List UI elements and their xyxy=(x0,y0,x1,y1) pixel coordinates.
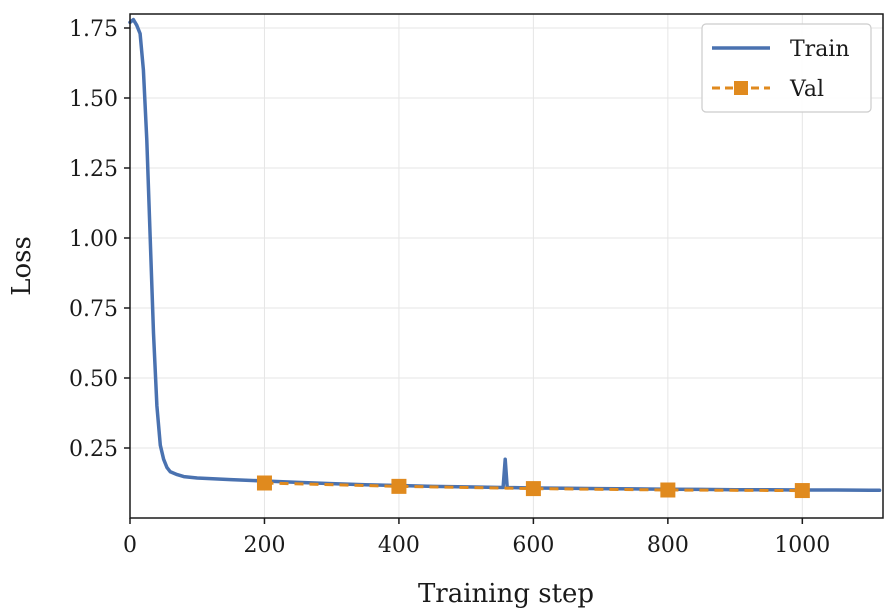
val-point-marker xyxy=(525,481,541,497)
y-tick-label: 0.50 xyxy=(69,367,118,392)
val-point-marker xyxy=(794,483,810,499)
x-tick-label: 600 xyxy=(512,533,554,558)
y-tick-label: 1.75 xyxy=(69,17,118,42)
legend: Train Val xyxy=(701,23,872,113)
x-tick-label: 400 xyxy=(378,533,420,558)
y-tick-label: 1.25 xyxy=(69,157,118,182)
y-tick-label: 0.25 xyxy=(69,437,118,462)
y-tick-label: 1.00 xyxy=(69,227,118,252)
x-tick-label: 0 xyxy=(123,533,137,558)
y-tick-label: 1.50 xyxy=(69,87,118,112)
plot-frame xyxy=(129,13,884,519)
series-layer xyxy=(128,17,882,499)
legend-val-marker xyxy=(734,81,748,95)
x-tick-label: 800 xyxy=(647,533,689,558)
y-tick-label: 0.75 xyxy=(69,297,118,322)
val-point-marker xyxy=(256,475,272,491)
legend-val-label: Val xyxy=(789,77,824,102)
x-tick-label: 200 xyxy=(243,533,285,558)
val-point-marker xyxy=(391,478,407,494)
val-point-marker xyxy=(660,482,676,498)
legend-train-label: Train xyxy=(790,37,850,62)
y-axis-label: Loss xyxy=(7,236,37,296)
x-tick-label: 1000 xyxy=(774,533,830,558)
ticks: 0 200 400 600 800 1000 0.25 0.50 0.75 1.00 1.25 1.5… xyxy=(69,17,830,558)
x-axis-label: Training step xyxy=(418,579,594,609)
